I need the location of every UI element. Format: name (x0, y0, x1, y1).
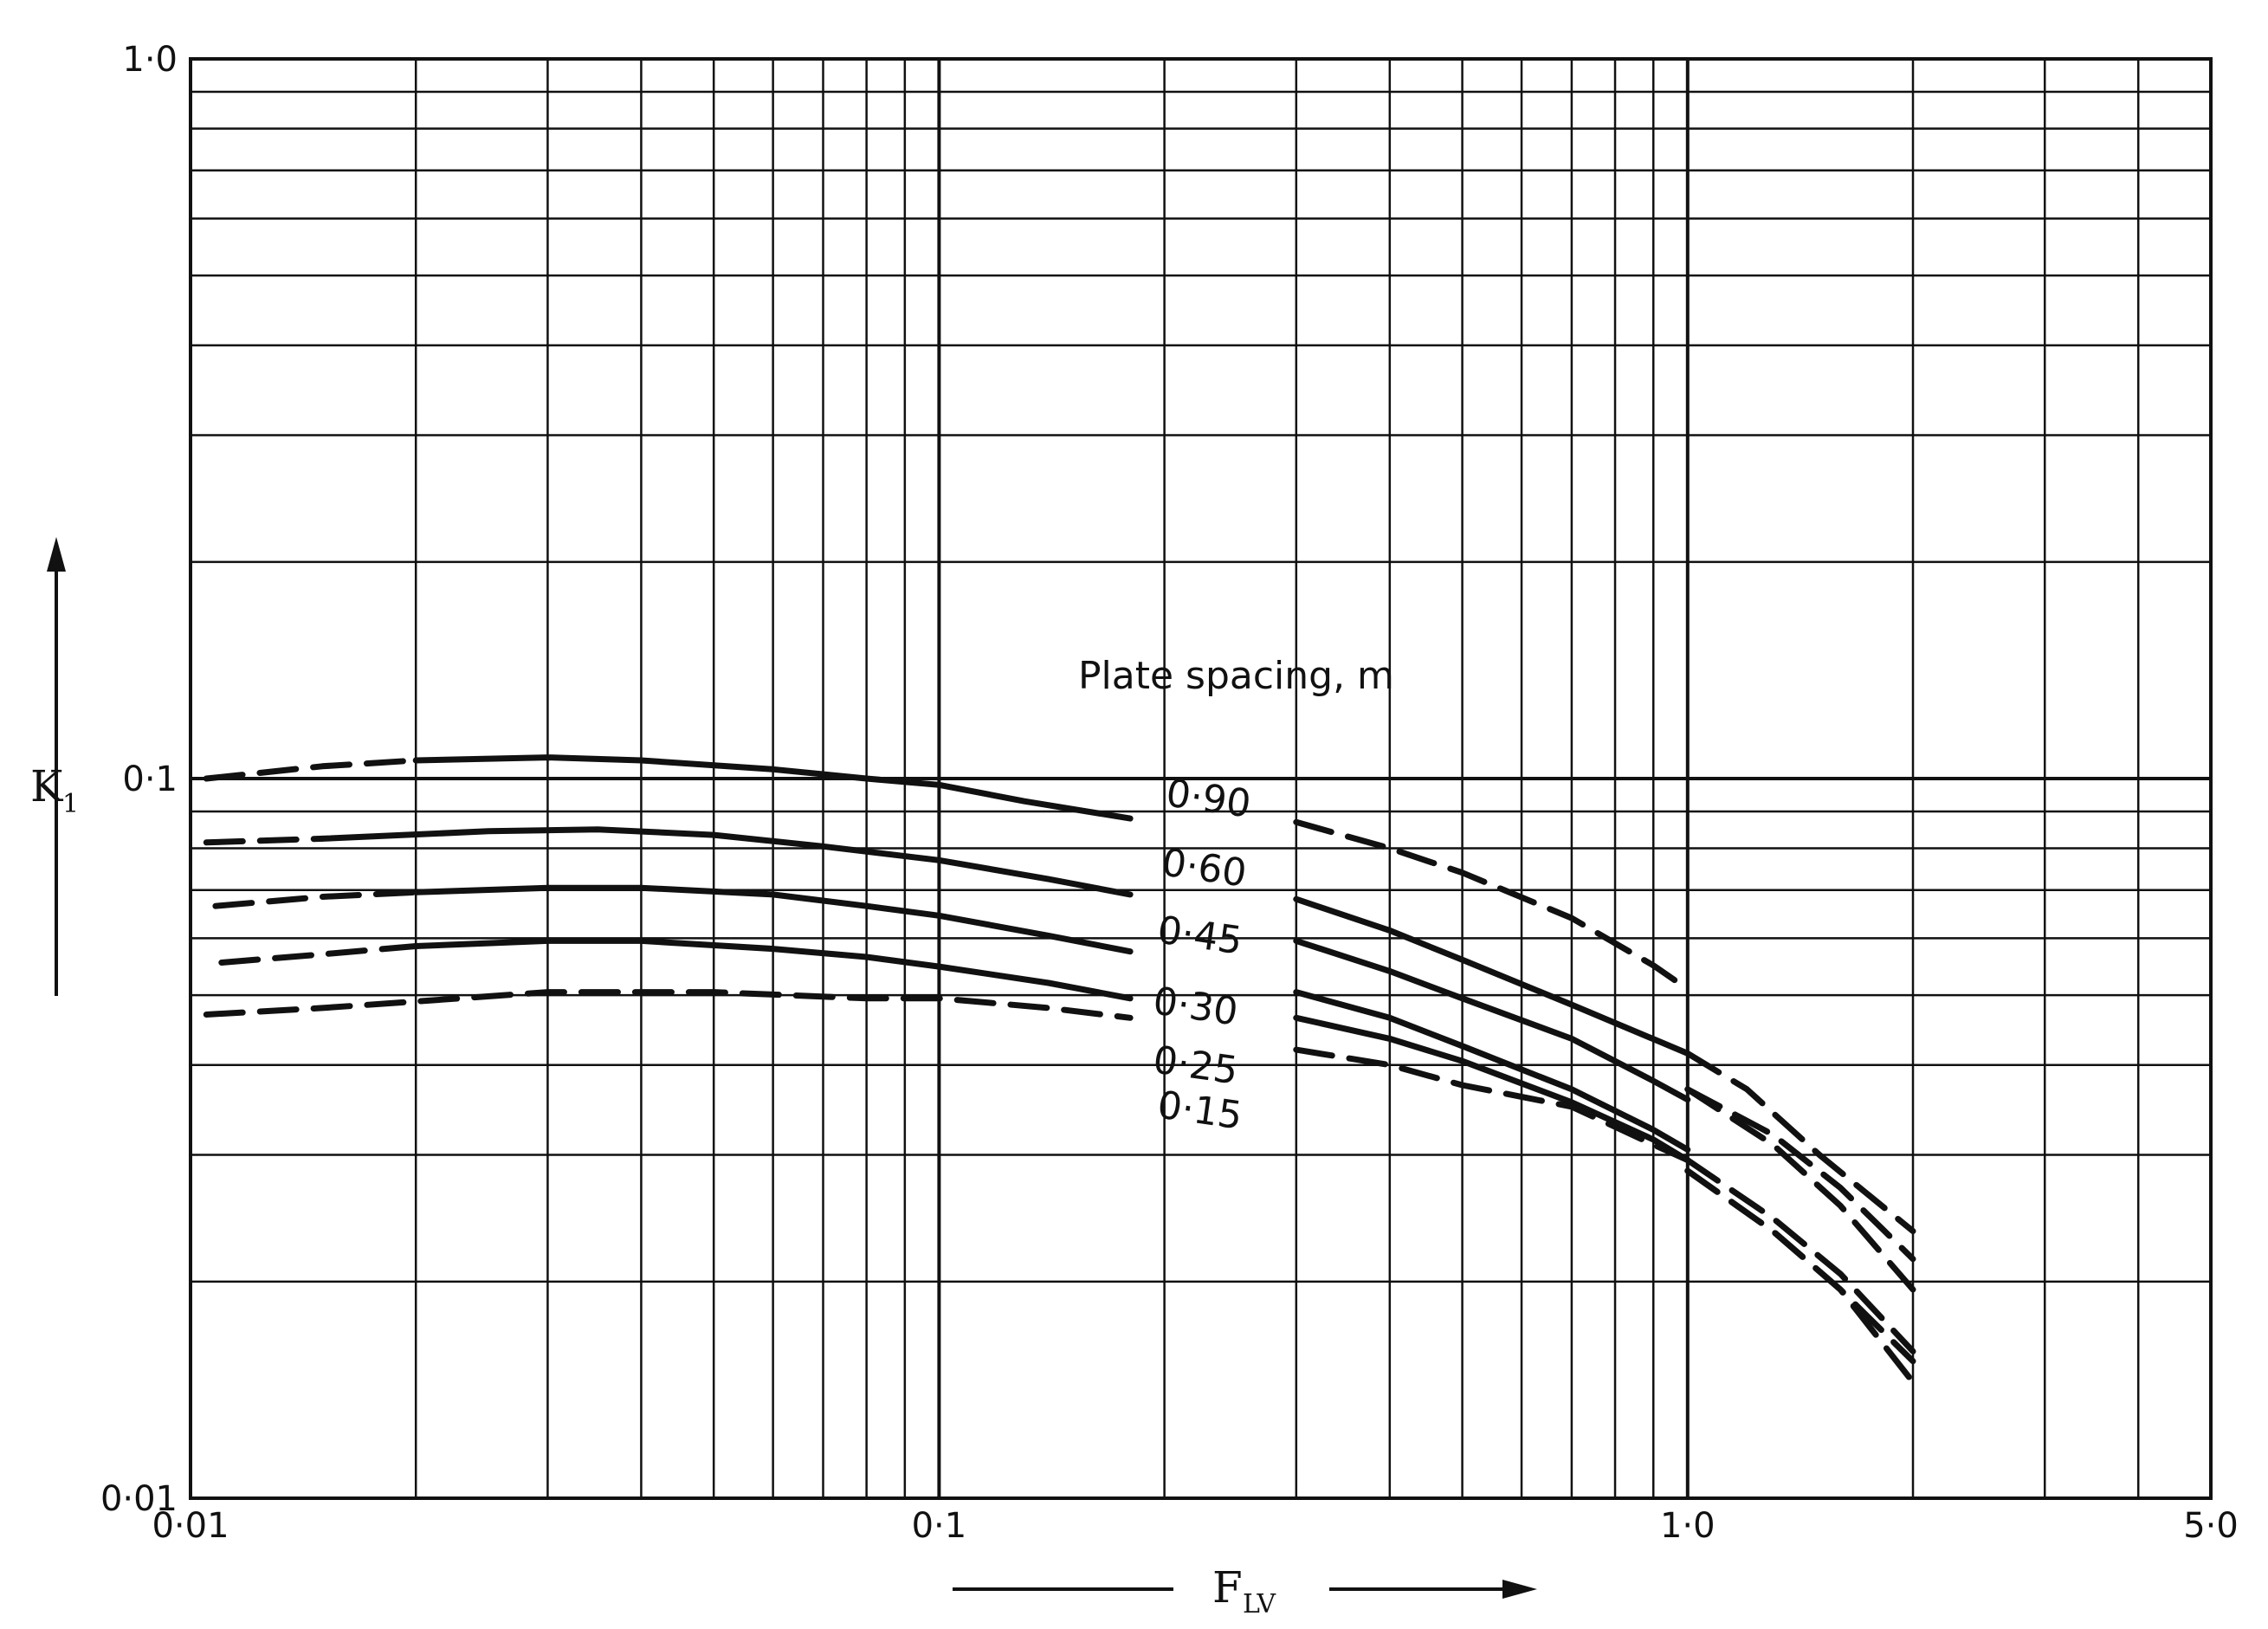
y-axis-title-subscript: 1 (62, 789, 79, 819)
curve-090-dashed (203, 757, 419, 782)
curve-025-solid (1293, 1014, 1691, 1164)
y-tick-label: 0·01 (100, 1479, 178, 1519)
x-axis-label: F LV (953, 1562, 1537, 1619)
legend-title: Plate spacing, m (1078, 654, 1394, 698)
y-tick-label: 0·1 (122, 760, 178, 799)
curve-045-solid (1293, 937, 1691, 1103)
curve-015-dashed (1293, 1046, 1691, 1164)
curve-025-dashed (1684, 1167, 1916, 1365)
y-axis-arrow-head (47, 537, 66, 572)
tick-labels: 0·01 0·1 1·0 5·0 0·01 0·1 1·0 (100, 40, 2239, 1546)
plate-spacing-curves (203, 754, 1916, 1386)
x-tick-label: 5·0 (2183, 1506, 2239, 1546)
curve-030-dashed (218, 943, 419, 966)
y-axis-title: K (30, 761, 64, 811)
curve-090-dashed (1293, 818, 1691, 992)
grid-lines (191, 59, 2211, 1498)
curve-015-dashed (1684, 1167, 1916, 1386)
curve-labels: 0·900·600·450·300·250·15 (1150, 771, 1253, 1138)
x-tick-label: 0·1 (912, 1506, 967, 1546)
curve-030-dashed (1684, 1157, 1916, 1354)
curve-015-dashed (203, 989, 1134, 1021)
curve-045-dashed (212, 889, 419, 909)
curve-060-solid (319, 826, 1134, 898)
curve-045-dashed (1684, 1086, 1916, 1293)
curve-label-045: 0·45 (1154, 908, 1244, 963)
x-axis-arrow-head (1502, 1580, 1537, 1599)
y-tick-label: 1·0 (122, 40, 178, 80)
y-axis-label: K 1 (30, 537, 79, 996)
curve-060-dashed (203, 835, 326, 846)
curve-060-solid (1293, 895, 1691, 1057)
curve-090-dashed (1684, 1086, 1916, 1263)
plot-frame (189, 57, 2213, 1500)
x-tick-label: 0·01 (152, 1506, 229, 1546)
x-axis-title: F (1212, 1562, 1243, 1613)
x-axis-title-subscript: LV (1243, 1589, 1276, 1619)
curve-030-solid (412, 937, 1134, 1002)
curve-060-dashed (1684, 1050, 1916, 1235)
x-tick-label: 1·0 (1660, 1506, 1716, 1546)
curve-030-solid (1293, 989, 1691, 1153)
curve-090-solid (412, 754, 1134, 822)
curve-045-solid (412, 884, 1134, 955)
